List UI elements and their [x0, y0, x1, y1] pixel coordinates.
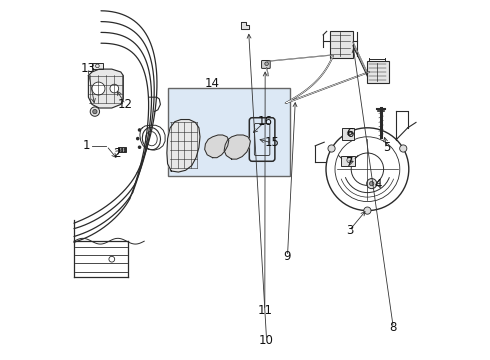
Text: 5: 5 — [384, 141, 391, 154]
FancyBboxPatch shape — [342, 156, 355, 166]
Circle shape — [119, 151, 120, 152]
Circle shape — [369, 181, 374, 186]
FancyBboxPatch shape — [368, 61, 389, 83]
Text: 1: 1 — [83, 139, 90, 152]
Circle shape — [400, 145, 407, 152]
Polygon shape — [167, 120, 200, 172]
Text: 6: 6 — [345, 127, 353, 140]
Text: 14: 14 — [205, 77, 220, 90]
Circle shape — [364, 207, 371, 214]
Circle shape — [93, 109, 97, 114]
FancyBboxPatch shape — [342, 128, 354, 140]
Circle shape — [139, 146, 141, 148]
Circle shape — [328, 145, 335, 152]
Text: 2: 2 — [113, 147, 120, 159]
Text: 4: 4 — [374, 178, 382, 191]
Text: 15: 15 — [265, 136, 279, 149]
Text: 9: 9 — [284, 250, 291, 263]
Circle shape — [139, 129, 141, 131]
Polygon shape — [88, 69, 123, 108]
Circle shape — [92, 82, 105, 95]
Circle shape — [90, 107, 99, 116]
Text: 10: 10 — [259, 334, 274, 347]
Circle shape — [119, 149, 120, 150]
Text: 3: 3 — [346, 224, 353, 237]
Circle shape — [124, 149, 125, 150]
Text: 12: 12 — [118, 98, 133, 111]
Text: 16: 16 — [258, 115, 272, 128]
FancyBboxPatch shape — [330, 31, 353, 58]
Text: 13: 13 — [80, 62, 95, 75]
Circle shape — [122, 149, 123, 150]
FancyBboxPatch shape — [168, 88, 290, 176]
FancyBboxPatch shape — [118, 147, 126, 152]
Circle shape — [124, 151, 125, 152]
Circle shape — [265, 62, 269, 66]
Text: 11: 11 — [257, 304, 272, 317]
Circle shape — [122, 151, 123, 152]
FancyBboxPatch shape — [92, 63, 103, 69]
Circle shape — [110, 84, 119, 93]
Text: 7: 7 — [345, 156, 353, 169]
Polygon shape — [205, 135, 229, 158]
FancyBboxPatch shape — [262, 60, 270, 68]
Polygon shape — [242, 22, 248, 29]
Polygon shape — [224, 135, 250, 159]
Circle shape — [137, 138, 139, 140]
Circle shape — [367, 179, 377, 189]
Text: 8: 8 — [390, 321, 397, 334]
